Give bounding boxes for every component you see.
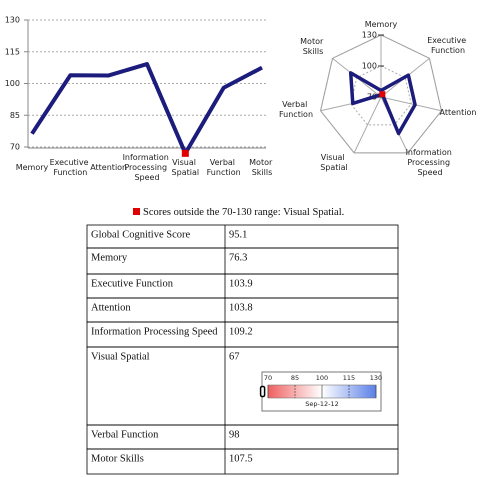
x-tick-label: Verbal Function	[207, 158, 241, 177]
row-label: Motor Skills	[91, 453, 144, 464]
y-tick-label: 100	[5, 79, 20, 88]
axis-label: Motor Skills	[300, 37, 326, 56]
grid-ring	[350, 65, 412, 126]
row-value: 98	[229, 429, 240, 440]
axis-label: Memory	[365, 20, 398, 29]
r-tick-label: 130	[362, 31, 377, 40]
row-value: 76.3	[229, 252, 247, 263]
axis-label: Verbal Function	[279, 100, 313, 119]
row-label: Global Cognitive Score	[91, 229, 190, 240]
row-label: Verbal Function	[91, 429, 159, 440]
spoke	[353, 96, 382, 154]
row-label: Visual Spatial	[91, 351, 150, 362]
y-tick-label: 85	[10, 111, 20, 120]
x-tick-label: Attention	[90, 163, 127, 172]
row-label: Attention	[91, 302, 131, 313]
grid-ring	[320, 34, 442, 154]
row-label: Memory	[91, 252, 128, 263]
x-tick-label: Memory	[16, 163, 49, 172]
outlier-marker	[181, 149, 189, 157]
row-value: 95.1	[229, 229, 247, 240]
y-tick-label: 70	[10, 143, 20, 152]
axis-label: Information Processing Speed	[406, 148, 455, 177]
gauge-marker	[259, 385, 266, 398]
row-value: 103.9	[229, 278, 253, 289]
row-value: 107.5	[229, 453, 253, 464]
row-value: 109.2	[229, 326, 253, 337]
note: Scores outside the 70-130 range: Visual …	[143, 207, 344, 218]
y-tick-label: 115	[5, 47, 20, 56]
axis-label: Attention	[440, 108, 477, 117]
y-tick-label: 130	[5, 16, 20, 25]
gauge-tick-label: 115	[343, 374, 355, 382]
row-label: Executive Function	[91, 278, 174, 289]
x-tick-label: Executive Function	[50, 158, 92, 177]
gauge-tick-label: 100	[316, 374, 328, 382]
outlier-marker	[379, 91, 386, 98]
row-value: 67	[229, 351, 240, 362]
axis-label: Executive Function	[427, 36, 469, 55]
series-line	[30, 62, 263, 156]
note-marker	[133, 208, 140, 215]
x-tick-label: Visual Spatial	[172, 158, 200, 177]
gauge-tick-label: 85	[291, 374, 299, 382]
gauge-tick-label: 130	[370, 374, 382, 382]
table-row	[86, 448, 399, 475]
row-label: Information Processing Speed	[91, 326, 218, 337]
series-polygon	[348, 71, 417, 136]
gauge-date: Sep-12-12	[305, 400, 338, 408]
x-tick-label: Motor Skills	[249, 158, 275, 177]
r-tick-label: 100	[362, 62, 377, 71]
x-tick-label: Information Processing Speed	[123, 153, 172, 182]
row-value: 103.8	[229, 302, 253, 313]
gauge-tick-label: 70	[264, 374, 272, 382]
axis-label: Visual Spatial	[320, 153, 348, 172]
